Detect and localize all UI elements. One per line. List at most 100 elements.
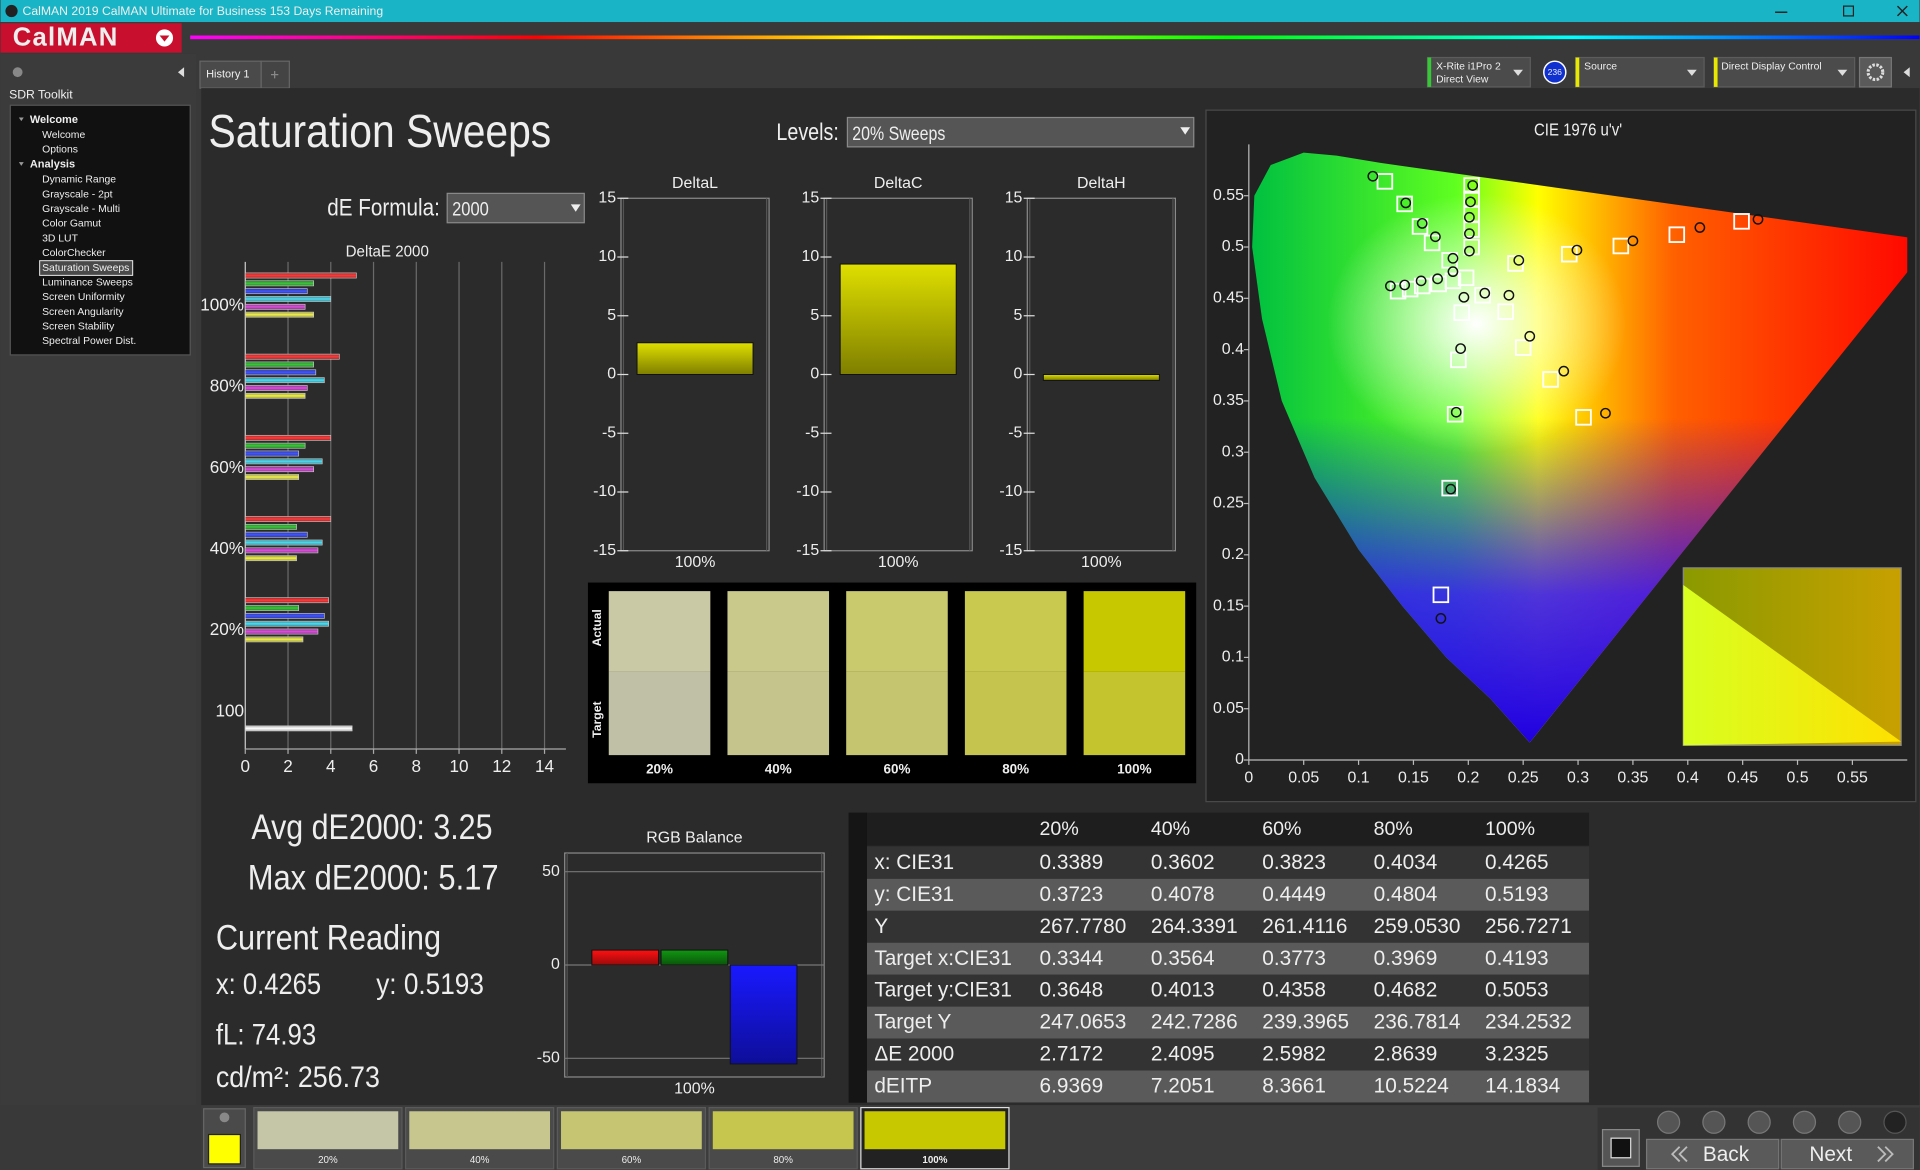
tree-selection (39, 260, 134, 276)
y-tick-label: 0.05 (1213, 700, 1244, 717)
settings-button[interactable] (1858, 56, 1892, 88)
target-point (1463, 238, 1480, 256)
table-row-label: ΔE 2000 (874, 1043, 954, 1066)
tab[interactable] (199, 60, 262, 89)
table-cell: 10.5224 (1374, 1075, 1449, 1098)
bar (244, 620, 329, 627)
table-row-label: Target x:CIE31 (874, 947, 1012, 970)
back-button[interactable] (1645, 1138, 1780, 1170)
tree-item[interactable]: Welcome (42, 130, 85, 141)
close-button[interactable] (1896, 5, 1908, 17)
levels-arrow (1180, 127, 1191, 135)
table-cell: 0.3723 (1040, 883, 1104, 906)
bar (244, 361, 314, 368)
category-label: 60% (210, 457, 244, 477)
bar (244, 531, 308, 538)
actual-swatch (1083, 591, 1186, 672)
table-gutter (848, 812, 867, 1103)
table-header: 80% (1374, 818, 1413, 840)
tree-group[interactable]: Analysis (30, 159, 75, 171)
actual-swatch (727, 591, 830, 672)
bar (244, 725, 353, 732)
table-cell: 6.9369 (1040, 1075, 1104, 1098)
y-tick-label: 0 (607, 366, 616, 383)
x-tick-label: 0.2 (1457, 770, 1479, 787)
bar (244, 385, 308, 391)
table-cell: 239.3965 (1262, 1011, 1349, 1034)
bar (244, 353, 340, 360)
x-tick-label: 0.5 (1786, 770, 1808, 787)
bar (636, 342, 754, 375)
current-patch-icon (219, 1112, 230, 1123)
filmstrip-swatch (409, 1111, 551, 1150)
tree-item[interactable]: Luminance Sweeps (42, 277, 133, 288)
control-button[interactable] (1747, 1110, 1771, 1134)
tree-item[interactable]: Grayscale - Multi (42, 204, 120, 215)
reading-y: y: 0.5193 (376, 968, 484, 1001)
control-button[interactable] (1838, 1110, 1862, 1134)
tree-item[interactable]: ColorChecker (42, 248, 106, 259)
control-button[interactable] (1883, 1110, 1907, 1134)
next-icon (1877, 1146, 1894, 1163)
measured-point (1558, 365, 1570, 377)
target-point (1575, 409, 1592, 426)
tree-item[interactable]: Grayscale - 2pt (42, 189, 113, 200)
source-selector[interactable] (1574, 56, 1705, 88)
control-button[interactable] (1792, 1110, 1817, 1134)
formula-value: 2000 (452, 199, 489, 221)
page-title: Saturation Sweeps (209, 105, 552, 157)
tree-item[interactable]: Options (42, 145, 78, 156)
bar (244, 613, 325, 619)
table-cell: 7.2051 (1151, 1075, 1215, 1098)
tree-item[interactable]: Screen Angularity (42, 307, 124, 318)
bar (244, 303, 306, 310)
toolbar-collapse[interactable] (1903, 67, 1910, 78)
formula-dropdown[interactable] (446, 192, 585, 224)
category-label: 100% (200, 294, 244, 314)
tree-item[interactable]: Dynamic Range (42, 175, 116, 186)
meter-badge[interactable] (1543, 60, 1567, 84)
filmstrip-label: 80% (773, 1155, 793, 1166)
tree-item[interactable]: Saturation Sweeps (42, 263, 129, 274)
sidebar-pin[interactable] (12, 67, 23, 78)
tree-item[interactable]: Screen Stability (42, 322, 115, 333)
y-tick-label: 10 (1005, 248, 1023, 265)
tree-item[interactable]: Spectral Power Dist. (42, 336, 136, 347)
x-tick-label: 2 (283, 756, 293, 776)
table-row (866, 1006, 1590, 1039)
x-tick-label: 14 (535, 756, 555, 776)
tree-item[interactable]: 3D LUT (42, 233, 78, 244)
tree-expander[interactable] (18, 117, 24, 122)
tree-item[interactable]: Screen Uniformity (42, 292, 125, 303)
measured-point (1464, 228, 1475, 240)
control-button[interactable] (1702, 1110, 1726, 1134)
x-tick-label: 0 (1244, 770, 1253, 787)
table-cell: 242.7286 (1151, 1011, 1238, 1034)
table-cell: 14.1834 (1485, 1075, 1560, 1098)
bar (591, 949, 660, 966)
target-point (1514, 339, 1532, 356)
settings-gear (1866, 63, 1885, 82)
y-tick-label: -15 (593, 542, 616, 559)
tree-item[interactable]: Color Gamut (42, 219, 101, 230)
display-label: Direct Display Control (1721, 61, 1821, 72)
bar (244, 636, 304, 643)
sidebar-collapse[interactable] (177, 67, 185, 78)
target-point (1396, 195, 1413, 213)
maximize-button[interactable] (1843, 5, 1855, 17)
display-selector[interactable] (1713, 56, 1856, 88)
display-selector-arrow (1837, 69, 1848, 76)
target-point (1733, 213, 1750, 230)
tree-expander[interactable] (18, 162, 24, 166)
control-button[interactable] (1656, 1110, 1681, 1134)
x-tick-label: 0.25 (1508, 770, 1539, 787)
title-bar (0, 0, 1920, 23)
tree-group[interactable]: Welcome (30, 114, 78, 126)
meter-selector[interactable] (1426, 56, 1531, 88)
swatch-label: 80% (1002, 761, 1029, 776)
current-patch (207, 1133, 241, 1165)
measured-point (1385, 280, 1396, 292)
logo-box[interactable] (0, 23, 182, 53)
category-label: 100 (215, 700, 244, 720)
levels-dropdown[interactable] (846, 116, 1195, 148)
